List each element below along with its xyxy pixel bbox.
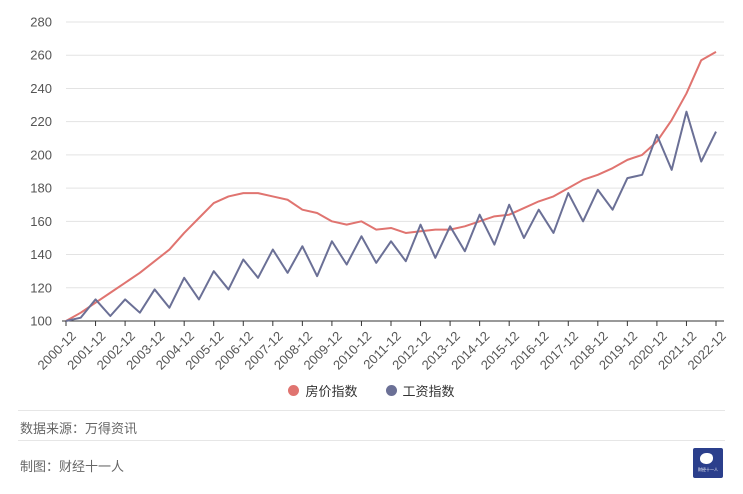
logo-figure-icon [700, 453, 713, 464]
y-axis-ticks: 100 120 140 160 180 200 220 240 260 280 [30, 15, 52, 329]
y-tick-label: 280 [30, 15, 52, 30]
y-tick-label: 140 [30, 247, 52, 262]
logo-text: 财经十一人 [698, 467, 718, 472]
legend-label-house-price: 房价指数 [305, 384, 358, 399]
series-line-house-price [65, 51, 717, 322]
divider [18, 440, 725, 441]
chart-credit: 制图：财经十一人 [20, 459, 125, 474]
data-source: 数据来源：万得资讯 [20, 421, 138, 436]
y-tick-label: 220 [30, 114, 52, 129]
legend-marker-wage [385, 385, 397, 396]
legend-marker-house-price [288, 385, 300, 396]
y-tick-label: 240 [30, 81, 52, 96]
legend-item-house-price[interactable]: 房价指数 [288, 381, 358, 400]
legend-item-wage[interactable]: 工资指数 [385, 381, 455, 400]
divider [18, 410, 725, 411]
series-line-wage [65, 110, 717, 322]
grid-lines [66, 21, 724, 289]
legend-label-wage: 工资指数 [402, 384, 455, 399]
legend: 房价指数 工资指数 [0, 381, 743, 400]
line-chart: 100 120 140 160 180 200 220 240 260 280 2000-1220… [30, 15, 729, 373]
y-tick-label: 160 [30, 214, 52, 229]
series-lines [65, 51, 717, 322]
y-tick-label: 120 [30, 280, 52, 295]
x-axis-ticks: 2000-122001-122002-122003-122004-122005-… [35, 321, 729, 373]
brand-logo: 财经十一人 [693, 448, 723, 478]
y-tick-label: 100 [30, 314, 52, 329]
y-tick-label: 180 [30, 181, 52, 196]
y-tick-label: 260 [30, 48, 52, 63]
y-tick-label: 200 [30, 147, 52, 162]
